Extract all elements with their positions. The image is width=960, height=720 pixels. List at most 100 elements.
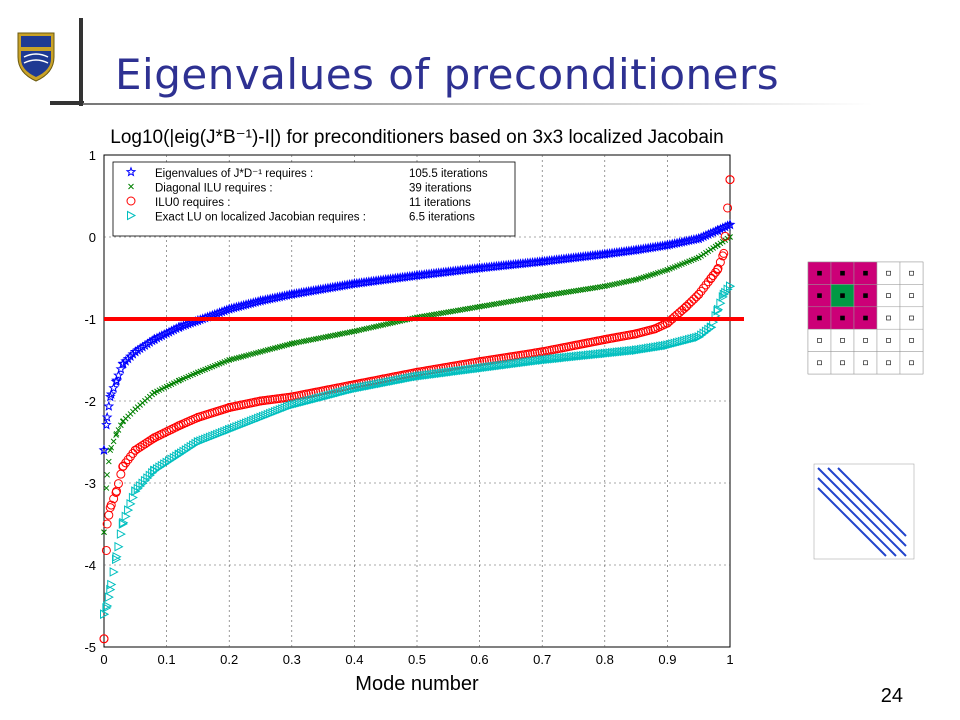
- data-point: [115, 427, 122, 433]
- data-point: [290, 399, 300, 410]
- data-point: [148, 333, 160, 345]
- data-point: [112, 486, 122, 496]
- data-point: [480, 362, 490, 373]
- data-point: [405, 372, 415, 383]
- data-point: [154, 430, 164, 440]
- data-point: [461, 365, 471, 375]
- data-point: [106, 584, 116, 595]
- data-point: [569, 351, 579, 362]
- data-point: [684, 299, 694, 309]
- data-point: [670, 338, 680, 349]
- data-point: [612, 347, 622, 358]
- data-point: [119, 418, 126, 425]
- data-point: [492, 361, 502, 371]
- data-point: [504, 359, 514, 370]
- data-point: [351, 328, 358, 335]
- stencil-node: [863, 338, 868, 343]
- data-point: [166, 424, 176, 434]
- stencil-node: [863, 270, 868, 276]
- stencil-matrix-image: [807, 261, 924, 375]
- x-tick-label: 0.2: [220, 652, 238, 667]
- data-point: [564, 352, 574, 363]
- stencil-node: [909, 315, 914, 321]
- data-point: [701, 280, 711, 290]
- data-point: [478, 363, 488, 373]
- data-point: [101, 545, 111, 555]
- x-tick-label: 0.9: [658, 652, 676, 667]
- data-point: [476, 303, 483, 310]
- legend-marker: [125, 166, 137, 177]
- data-point: [164, 426, 174, 436]
- data-point: [128, 492, 138, 503]
- data-point: [540, 354, 550, 365]
- data-point: [699, 328, 709, 339]
- data-point: [605, 348, 615, 358]
- data-point: [287, 400, 297, 410]
- data-point: [723, 203, 733, 213]
- data-point: [388, 376, 398, 386]
- data-point: [415, 371, 425, 381]
- data-point: [523, 357, 533, 367]
- data-point: [138, 440, 148, 450]
- data-point: [641, 343, 651, 354]
- data-point: [175, 449, 185, 460]
- data-point: [138, 478, 148, 489]
- data-point: [350, 383, 360, 394]
- x-axis-label: Mode number: [355, 673, 479, 695]
- data-point: [562, 352, 572, 363]
- data-point: [487, 361, 497, 372]
- data-point: [490, 361, 500, 372]
- data-point: [653, 341, 663, 352]
- data-point: [718, 292, 728, 302]
- data-point: [408, 372, 418, 383]
- data-point: [451, 366, 461, 377]
- data-point: [108, 382, 119, 393]
- data-point: [593, 349, 603, 360]
- legend-iterations: 11 iterations: [409, 197, 471, 209]
- legend-marker: [127, 210, 137, 221]
- data-point: [724, 219, 736, 230]
- data-point: [530, 356, 541, 366]
- data-point: [115, 363, 127, 374]
- data-point: [255, 295, 266, 306]
- data-point: [304, 395, 314, 406]
- x-tick-label: 0.4: [345, 652, 363, 667]
- stencil-node: [817, 293, 822, 298]
- series-triangle: [100, 281, 736, 620]
- data-point: [694, 289, 704, 299]
- data-point: [691, 292, 701, 302]
- legend-marker: [126, 196, 136, 206]
- data-point: [456, 365, 466, 376]
- data-point: [103, 485, 110, 491]
- data-point: [535, 355, 545, 366]
- data-point: [624, 346, 634, 356]
- data-point: [538, 355, 548, 365]
- data-point: [118, 462, 128, 472]
- data-point: [374, 379, 384, 389]
- data-point: [316, 392, 326, 403]
- data-point: [132, 406, 139, 413]
- data-point: [427, 369, 437, 380]
- data-point: [632, 345, 642, 355]
- data-point: [446, 367, 456, 377]
- data-point: [571, 351, 581, 362]
- stencil-node: [840, 315, 845, 321]
- data-point: [118, 519, 128, 529]
- stencil-node: [817, 360, 822, 366]
- title-vertical-rule: [79, 18, 83, 106]
- data-point: [257, 348, 264, 355]
- data-point: [712, 265, 722, 275]
- data-point: [497, 360, 507, 371]
- data-point: [413, 371, 423, 382]
- data-point: [116, 529, 126, 539]
- data-point: [656, 341, 666, 352]
- data-point: [328, 389, 338, 400]
- data-point: [603, 348, 613, 359]
- data-point: [536, 256, 548, 267]
- data-point: [162, 427, 172, 437]
- legend-label: Diagonal ILU requires :: [155, 183, 273, 195]
- data-point: [437, 368, 447, 379]
- data-point: [410, 372, 420, 382]
- data-point: [321, 391, 331, 402]
- data-point: [629, 345, 639, 356]
